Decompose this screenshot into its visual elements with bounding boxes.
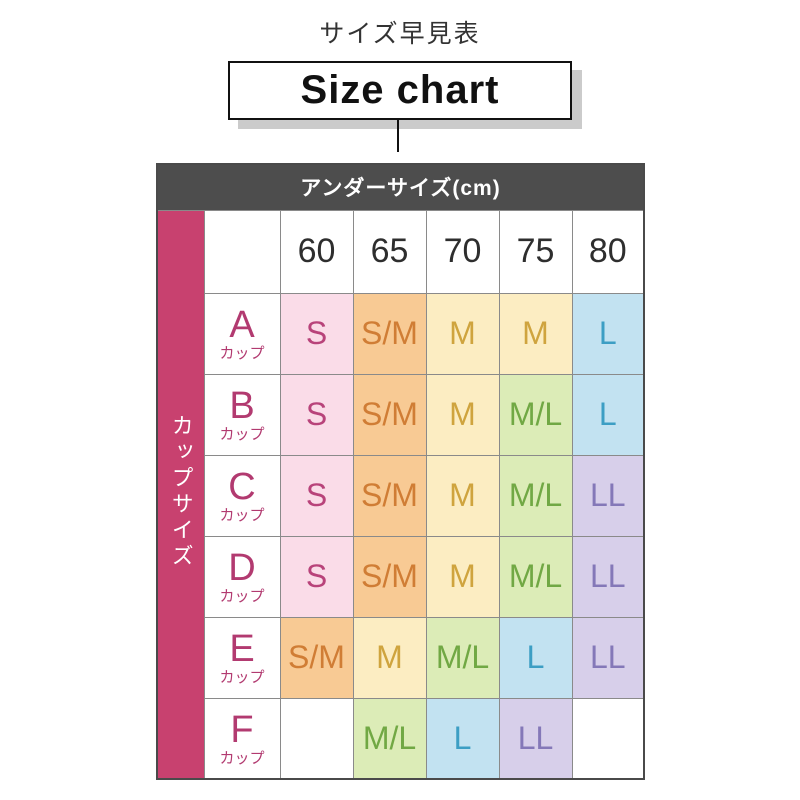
cup-letter: F bbox=[230, 708, 254, 751]
size-cell: LL bbox=[498, 697, 573, 780]
size-cell: M bbox=[425, 292, 500, 375]
cup-size-axis-label: カップサイズ bbox=[168, 413, 194, 570]
under-size-header: アンダーサイズ(cm) bbox=[156, 163, 645, 211]
table-row: B カップ S S/M M M/L L bbox=[157, 373, 645, 456]
cup-row-header: C カップ bbox=[203, 454, 281, 537]
table-row: C カップ S S/M M M/L LL bbox=[157, 454, 645, 537]
cup-suffix-label: カップ bbox=[219, 507, 265, 524]
size-cell: L bbox=[571, 373, 645, 456]
empty-cell bbox=[571, 697, 645, 780]
size-cell: LL bbox=[571, 616, 645, 699]
table-row: D カップ S S/M M M/L LL bbox=[157, 535, 645, 618]
cup-letter: D bbox=[228, 547, 256, 589]
cup-row-header: A カップ bbox=[203, 292, 281, 375]
table-row: A カップ S S/M M M L bbox=[157, 292, 645, 375]
cup-size-axis: カップサイズ bbox=[156, 209, 205, 780]
cup-suffix-label: カップ bbox=[219, 426, 265, 443]
size-cell: S bbox=[279, 373, 354, 456]
size-cell: S/M bbox=[352, 535, 427, 618]
size-cell: LL bbox=[571, 454, 645, 537]
cup-suffix-label: カップ bbox=[219, 345, 265, 362]
size-cell: S/M bbox=[352, 292, 427, 375]
size-cell: M bbox=[498, 292, 573, 375]
size-cell: M/L bbox=[352, 697, 427, 780]
cup-suffix-label: カップ bbox=[219, 669, 265, 686]
cup-row-header: F カップ bbox=[203, 697, 281, 780]
cup-letter: A bbox=[229, 304, 255, 346]
size-cell: L bbox=[498, 616, 573, 699]
under-size-column-header: 75 bbox=[498, 209, 573, 294]
size-cell: S bbox=[279, 535, 354, 618]
table-row: E カップ S/M M M/L L LL bbox=[157, 616, 645, 699]
cup-letter: B bbox=[229, 385, 255, 427]
connector-line bbox=[397, 119, 399, 152]
size-cell: S bbox=[279, 292, 354, 375]
corner-cell bbox=[203, 209, 281, 294]
cup-letter: C bbox=[228, 466, 256, 508]
cup-row-header: B カップ bbox=[203, 373, 281, 456]
size-cell: S/M bbox=[352, 373, 427, 456]
column-header-row: カップサイズ 60 65 70 75 80 bbox=[156, 209, 645, 780]
cup-row-header: E カップ bbox=[203, 616, 281, 699]
under-size-column-header: 70 bbox=[425, 209, 500, 294]
under-size-column-header: 65 bbox=[352, 209, 427, 294]
size-cell: S/M bbox=[279, 616, 354, 699]
table-row: F カップ M/L L LL bbox=[157, 697, 645, 780]
size-cell: L bbox=[571, 292, 645, 375]
size-cell: M bbox=[425, 535, 500, 618]
size-cell: M/L bbox=[498, 454, 573, 537]
size-cell: M bbox=[425, 454, 500, 537]
cup-row-header: D カップ bbox=[203, 535, 281, 618]
size-cell: M/L bbox=[498, 373, 573, 456]
size-cell: S/M bbox=[352, 454, 427, 537]
under-size-column-header: 80 bbox=[571, 209, 645, 294]
size-cell: M/L bbox=[498, 535, 573, 618]
cup-letter: E bbox=[229, 628, 255, 670]
size-chart-heading: Size chart bbox=[300, 68, 500, 112]
under-size-column-header: 60 bbox=[279, 209, 354, 294]
empty-cell bbox=[279, 697, 354, 780]
size-cell: M bbox=[425, 373, 500, 456]
size-chart-heading-box: Size chart bbox=[228, 61, 572, 120]
size-chart-table: アンダーサイズ(cm) カップサイズ 60 65 70 75 80 A カップ S S/M M M L B… bbox=[156, 163, 645, 780]
size-cell: S bbox=[279, 454, 354, 537]
size-cell: LL bbox=[571, 535, 645, 618]
size-cell: M bbox=[352, 616, 427, 699]
size-cell: L bbox=[425, 697, 500, 780]
size-cell: M/L bbox=[425, 616, 500, 699]
page-title: サイズ早見表 bbox=[319, 20, 481, 48]
cup-suffix-label: カップ bbox=[219, 749, 265, 767]
cup-suffix-label: カップ bbox=[219, 588, 265, 605]
